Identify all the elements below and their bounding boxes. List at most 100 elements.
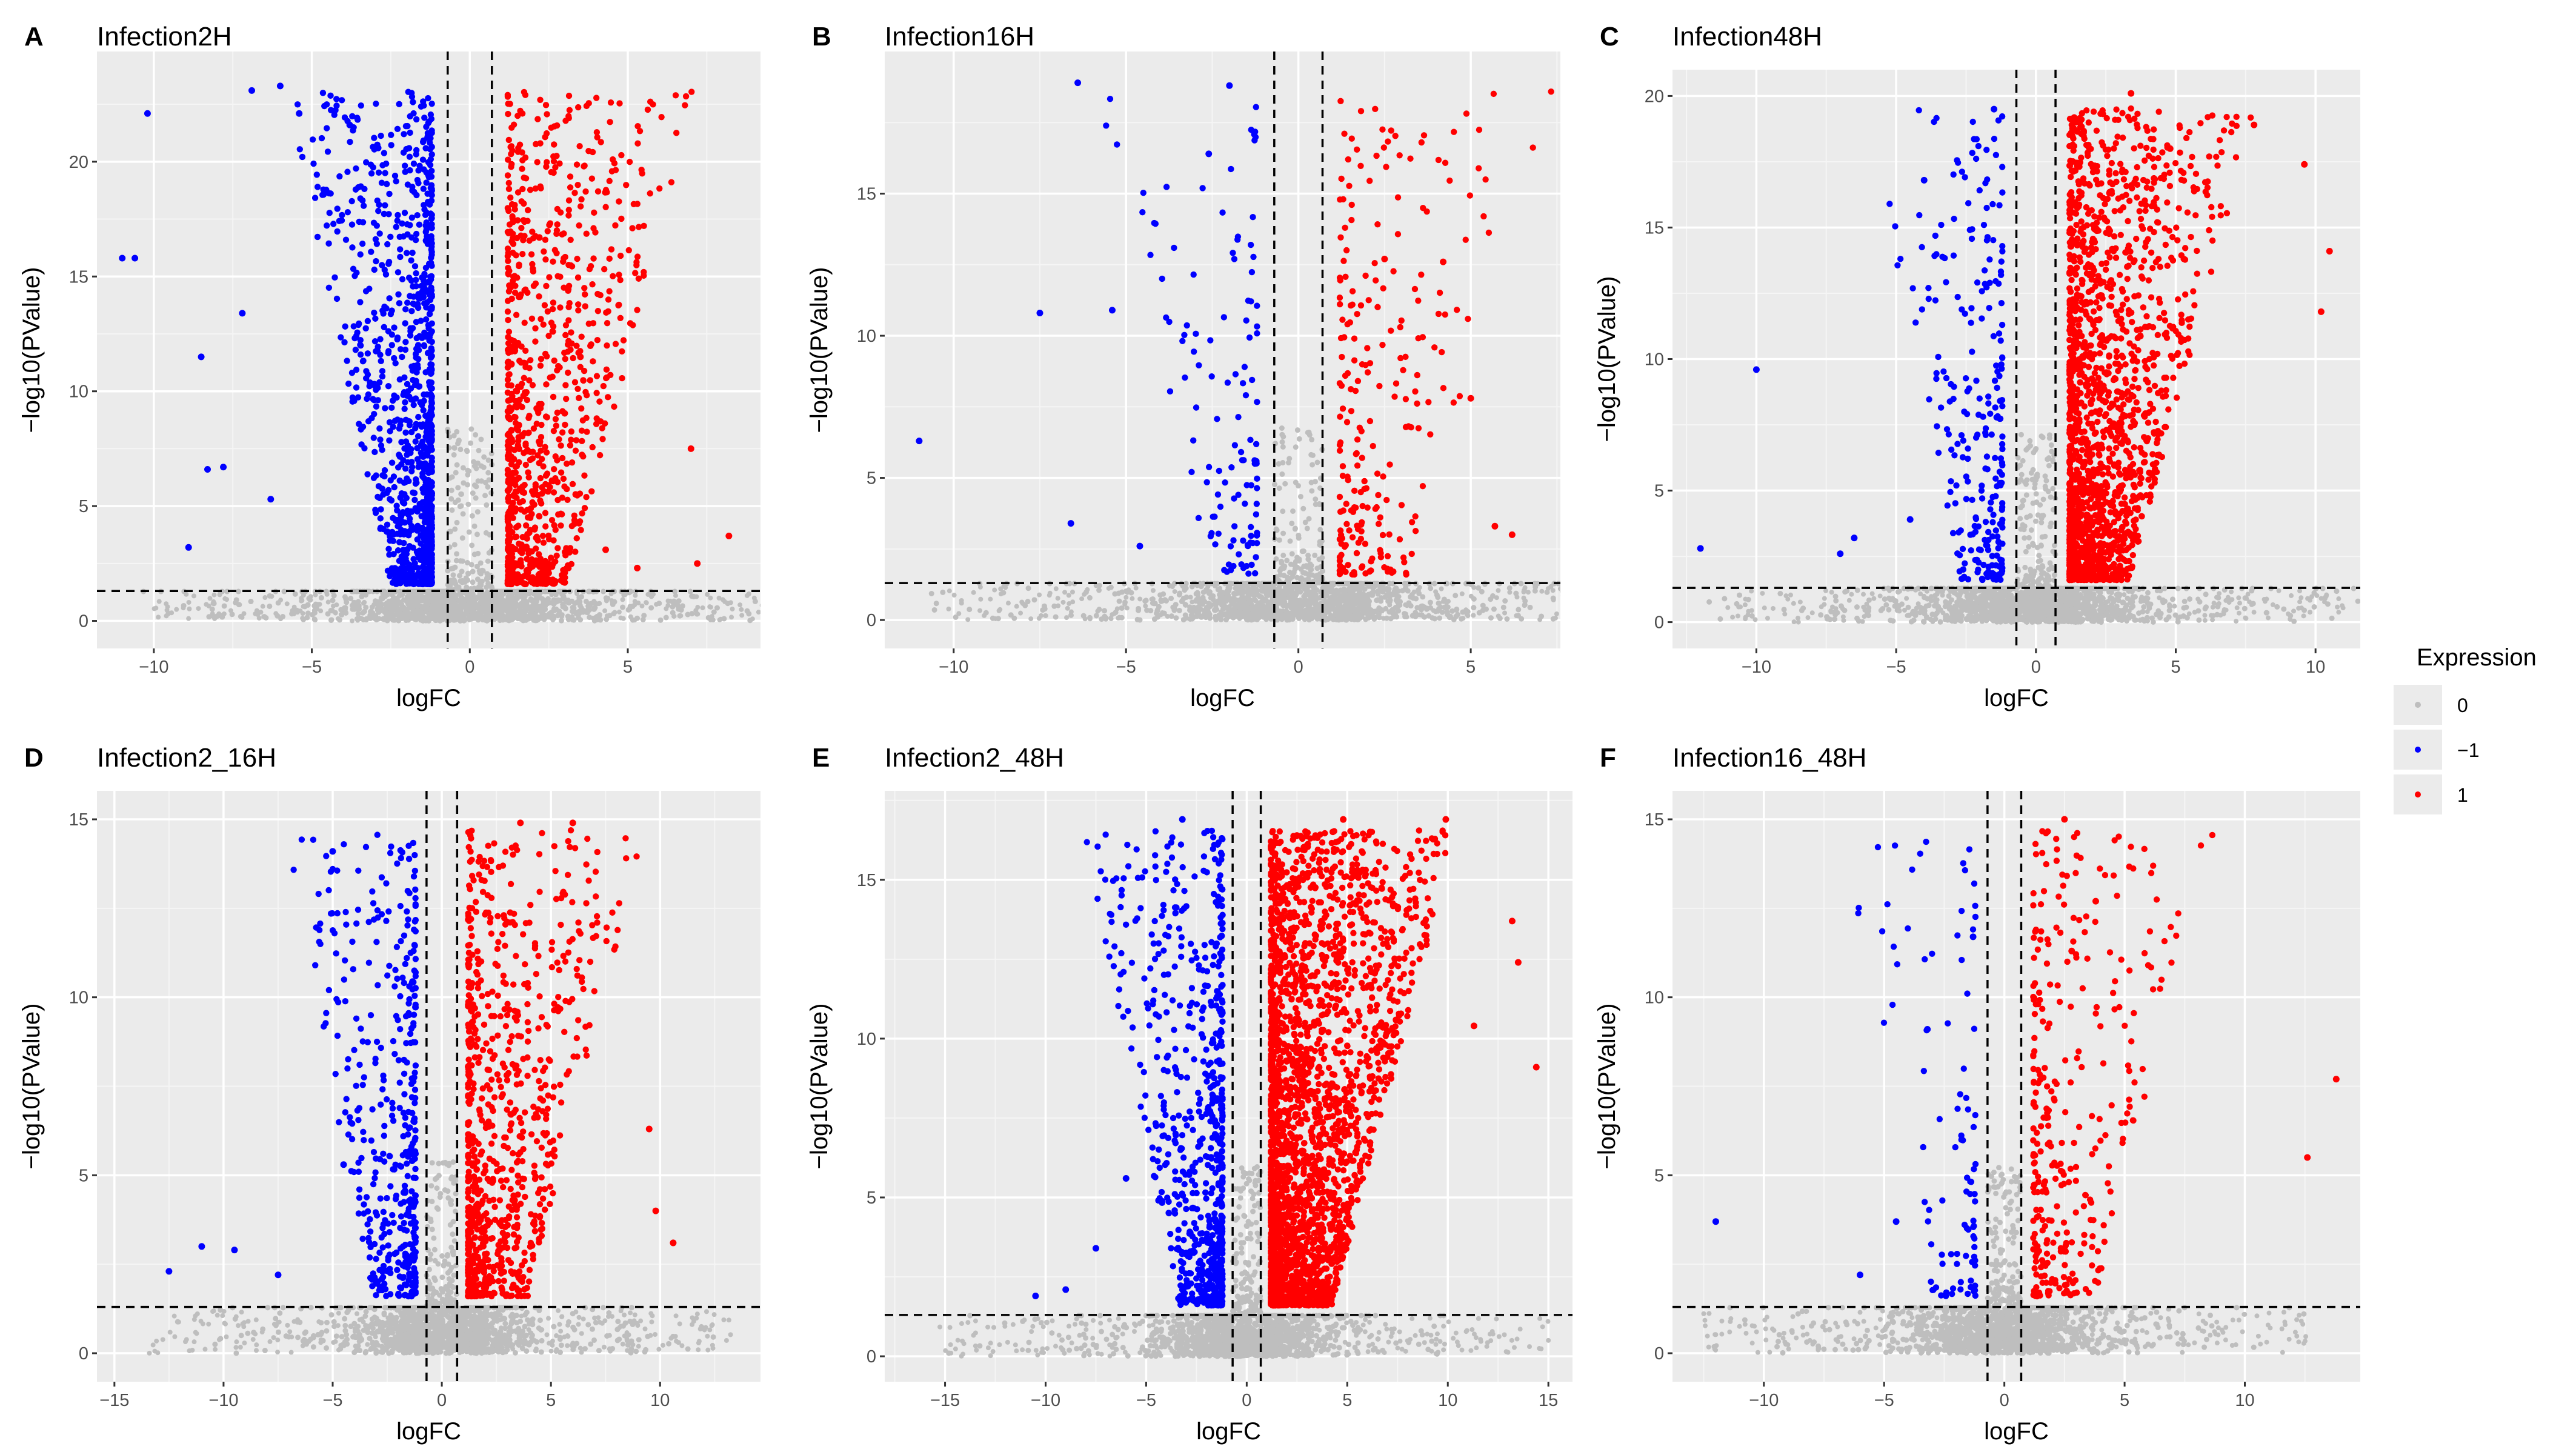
point-down — [418, 540, 424, 547]
point-ns — [210, 601, 216, 606]
point-up — [513, 311, 520, 318]
point-down — [385, 259, 393, 265]
point-up — [572, 548, 579, 555]
point-up — [505, 110, 511, 118]
point-up — [589, 281, 596, 288]
point-down — [398, 567, 405, 574]
point-up — [538, 456, 545, 462]
point-up — [542, 510, 549, 516]
point-up — [600, 382, 607, 390]
point-down — [378, 506, 384, 513]
point-ns — [1400, 588, 1406, 594]
point-ns — [458, 558, 464, 564]
point-ns — [717, 617, 722, 622]
point-ns — [1317, 485, 1323, 491]
point-down — [401, 539, 407, 547]
point-up — [594, 188, 602, 195]
point-up — [537, 183, 544, 190]
y-tick-label: 10 — [69, 382, 88, 402]
point-up — [606, 178, 613, 184]
point-up — [507, 194, 514, 201]
point-up — [607, 99, 614, 106]
point-up — [507, 505, 514, 512]
point-ns — [459, 535, 465, 541]
point-up — [604, 342, 610, 349]
point-down — [405, 578, 411, 585]
point-ns — [508, 618, 514, 623]
point-ns — [479, 606, 484, 611]
point-ns — [645, 591, 651, 597]
point-ns — [1292, 526, 1298, 532]
point-ns — [676, 606, 682, 612]
point-up — [587, 342, 594, 350]
point-up — [537, 96, 544, 103]
point-up — [505, 316, 511, 324]
point-ns — [640, 616, 646, 622]
point-down — [421, 166, 427, 173]
point-ns — [1313, 496, 1319, 502]
point-down — [428, 495, 435, 502]
point-down — [424, 448, 431, 456]
point-up — [504, 245, 511, 252]
point-down — [385, 348, 392, 355]
point-down — [348, 221, 356, 228]
point-up — [634, 140, 641, 147]
point-up — [534, 452, 541, 459]
point-ns — [1317, 527, 1323, 533]
point-down — [324, 222, 330, 229]
point-down — [402, 429, 409, 436]
point-down — [416, 501, 423, 508]
point-up — [599, 425, 605, 431]
point-down — [411, 496, 418, 504]
point-down — [425, 322, 432, 328]
point-ns — [483, 530, 489, 536]
point-up — [515, 438, 522, 444]
point-ns — [1504, 616, 1510, 622]
point-ns — [291, 604, 297, 610]
point-up — [505, 487, 512, 494]
point-up — [573, 535, 580, 542]
point-ns — [328, 617, 334, 623]
point-up — [564, 496, 571, 503]
point-down — [419, 485, 426, 493]
point-down — [398, 527, 405, 533]
point-ns — [641, 613, 647, 619]
point-ns — [470, 596, 476, 602]
point-up-outlier — [725, 532, 733, 539]
point-down — [371, 448, 378, 456]
point-ns — [931, 607, 937, 613]
point-down — [428, 151, 435, 158]
point-down — [339, 211, 345, 219]
point-down — [391, 324, 398, 331]
point-ns — [576, 614, 582, 621]
point-up — [525, 547, 531, 554]
point-down — [418, 451, 425, 459]
point-up — [594, 337, 601, 344]
point-down — [427, 561, 434, 567]
point-down — [428, 167, 435, 175]
point-up — [525, 474, 532, 481]
point-ns — [523, 613, 529, 619]
point-ns — [485, 484, 491, 490]
point-ns — [542, 605, 548, 611]
point-down — [402, 306, 409, 313]
point-up — [519, 498, 527, 505]
point-ns — [528, 596, 534, 602]
point-down — [385, 383, 392, 390]
point-up — [542, 350, 549, 358]
point-down — [406, 153, 413, 160]
point-ns — [1280, 552, 1286, 558]
point-ns — [218, 591, 223, 596]
point-ns — [210, 611, 215, 616]
point-down — [421, 115, 428, 121]
point-up — [515, 384, 522, 390]
point-up — [577, 364, 584, 370]
point-ns — [587, 588, 593, 594]
point-ns — [451, 433, 457, 439]
point-down — [423, 507, 430, 513]
point-up — [544, 308, 551, 315]
point-up — [591, 209, 597, 216]
point-ns — [408, 616, 414, 621]
point-up — [530, 425, 537, 432]
point-down — [424, 237, 431, 244]
